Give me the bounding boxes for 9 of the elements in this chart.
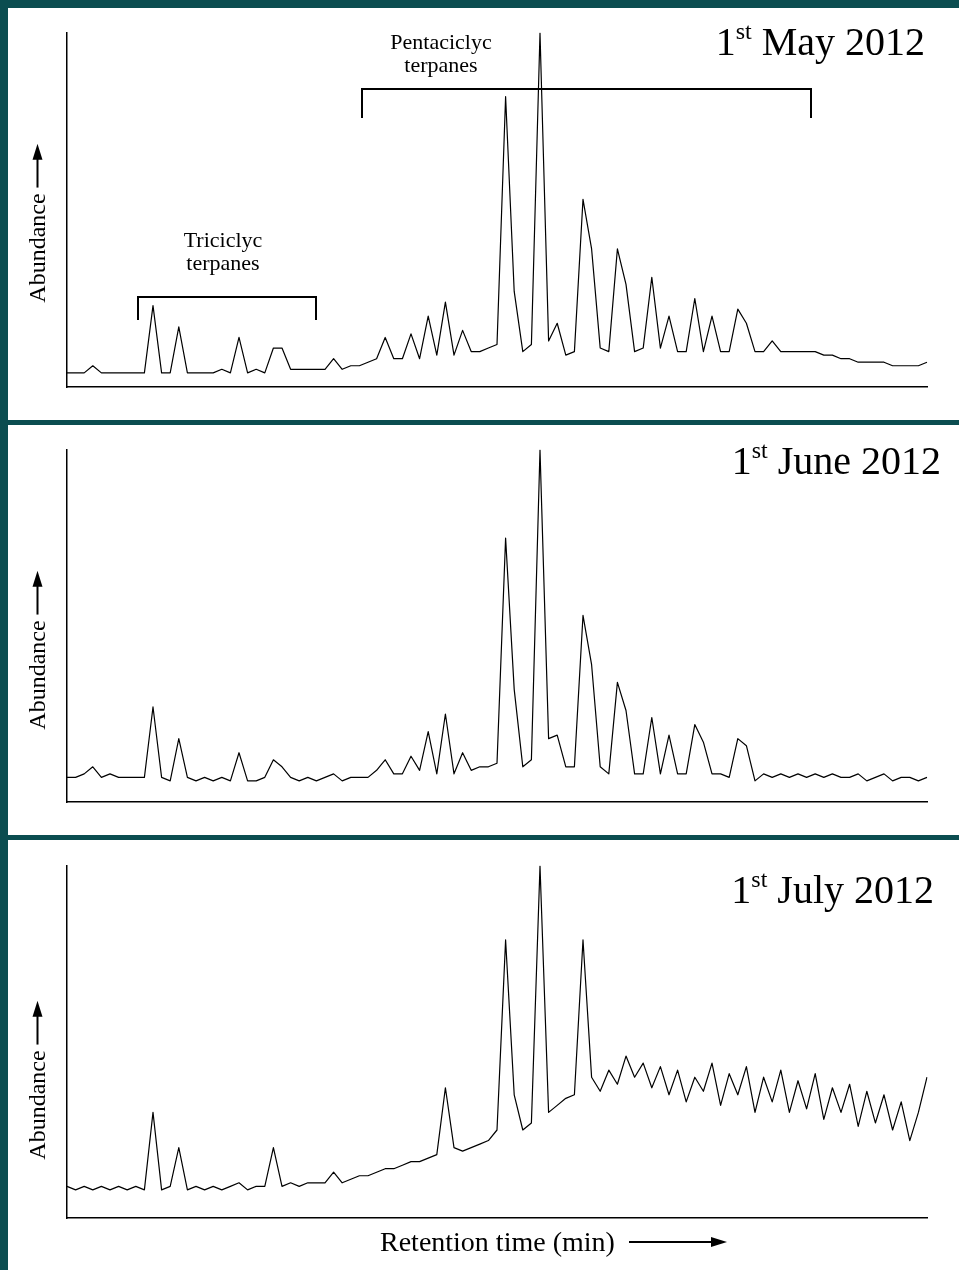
y-axis-title: Abundance xyxy=(23,620,51,730)
annotation: Triciclyc terpanes xyxy=(182,227,264,276)
chart-title: 1$^{st}$ July 2012 xyxy=(731,866,934,912)
chart-title: 1$^{st}$ May 2012 xyxy=(715,18,925,64)
y-axis-title: Abundance xyxy=(23,193,51,303)
annotation: Pentaciclyc terpanes xyxy=(389,29,493,78)
x-axis-title: Retention time (min) xyxy=(380,1226,615,1258)
chart-title: 1$^{st}$ June 2012 xyxy=(731,437,941,483)
y-axis-title: Abundance xyxy=(23,1050,51,1160)
